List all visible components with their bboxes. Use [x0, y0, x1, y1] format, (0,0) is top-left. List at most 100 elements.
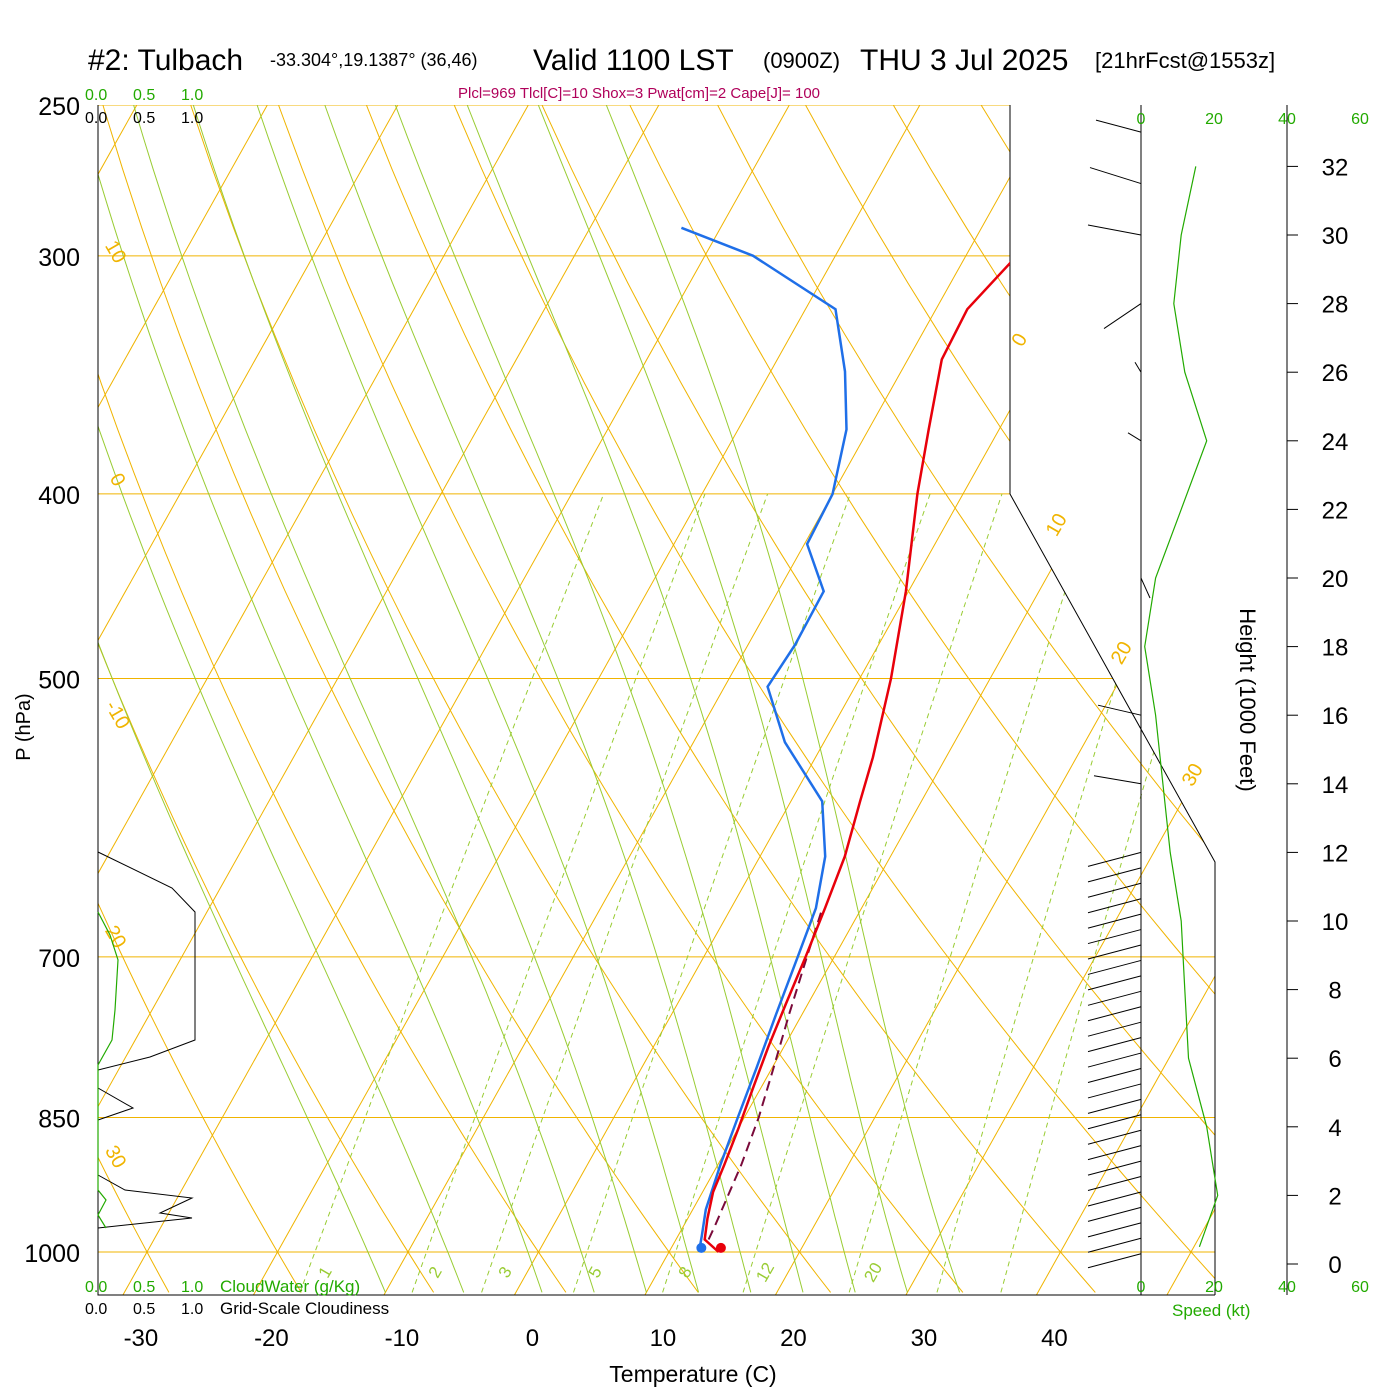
wind-barb	[1087, 975, 1142, 991]
isotherm-line	[98, 105, 660, 1295]
height-tick-label: 12	[1322, 840, 1349, 867]
y-axis-label: P (hPa)	[13, 693, 35, 760]
moist-adiabat	[98, 105, 465, 1293]
height-tick-label: 14	[1322, 772, 1349, 799]
forecast-run: [21hrFcst@1553z]	[1095, 48, 1275, 73]
x-axis-label: Temperature (C)	[609, 1361, 776, 1387]
wind-barb	[1087, 1021, 1142, 1037]
height-tick-label: 24	[1322, 429, 1349, 456]
height-tick-label: 2	[1328, 1183, 1341, 1210]
mixing-ratio-line	[662, 493, 931, 1293]
dry-adiabat	[892, 105, 1215, 1293]
mixing-ratio-line	[1000, 493, 1215, 1293]
dry-adiabat	[805, 105, 1215, 1293]
temperature-tick-label: 40	[1041, 1325, 1068, 1352]
isotherm-line	[0, 105, 6, 1295]
mixing-ratio-line	[481, 493, 769, 1293]
height-axis-label: Height (1000 Feet)	[1235, 608, 1260, 791]
dry-adiabat	[453, 105, 1215, 1293]
temperature-tick-label: 20	[780, 1325, 807, 1352]
station-coords: -33.304°,19.1387° (36,46)	[270, 50, 478, 70]
height-tick-label: 22	[1322, 497, 1349, 524]
temperature-profile-line	[703, 149, 1127, 1253]
dry-adiabat	[541, 105, 1215, 1293]
cloudiness-scale-bottom-0: 0.0	[85, 1301, 107, 1318]
sounding-indices: Plcl=969 Tlcl[C]=10 Shox=3 Pwat[cm]=2 Ca…	[458, 85, 820, 102]
mixing-ratio-label: 3	[495, 1263, 516, 1281]
isotherm-line	[122, 105, 790, 1295]
wind-barb	[1087, 1052, 1142, 1068]
wind-barb	[1087, 1253, 1142, 1269]
cloudiness-scale-bottom-2: 1.0	[181, 1301, 203, 1318]
wind-barb	[1087, 882, 1142, 898]
wind-barb	[1087, 851, 1142, 867]
isotherm-label: 20	[1107, 638, 1137, 668]
plot-frame	[97, 105, 1215, 1296]
surface-dewpoint-marker	[696, 1242, 707, 1253]
dry-adiabat	[98, 105, 567, 1293]
moist-adiabat	[466, 105, 856, 1293]
forecast-date: THU 3 Jul 2025	[860, 44, 1068, 77]
wind-barb	[1103, 303, 1142, 330]
cloudwater-scale-bottom-0: 0.0	[85, 1279, 107, 1296]
moist-adiabat	[98, 105, 386, 1293]
isotherm-line	[1035, 105, 1215, 1295]
isotherm-label: 0	[105, 470, 130, 491]
wind-speed-profile-line	[1144, 166, 1219, 1248]
isotherm-line	[1297, 105, 1400, 1295]
moist-adiabat	[192, 105, 647, 1293]
wind-barb	[1095, 119, 1142, 133]
height-tick-label: 0	[1328, 1252, 1341, 1279]
height-tick-label: 10	[1322, 909, 1349, 936]
height-tick-label: 32	[1322, 154, 1349, 181]
isotherm-label: 10	[1042, 510, 1072, 540]
valid-time: Valid 1100 LST	[533, 44, 734, 77]
cloudiness-scale-top-1: 0.5	[133, 110, 155, 127]
cloudwater-scale-top-0: 0.0	[85, 87, 107, 104]
mixing-ratio-label: 20	[860, 1259, 886, 1285]
height-tick-label: 28	[1322, 292, 1349, 319]
isotherm-line	[383, 105, 1051, 1295]
mixing-ratio-line	[299, 493, 605, 1293]
wind-barb	[1087, 990, 1142, 1006]
surface-temperature-marker	[715, 1242, 726, 1253]
wind-barb	[1134, 361, 1142, 373]
isotherm-label: 0	[1007, 330, 1032, 351]
wind-barb	[1093, 775, 1142, 785]
isotherm-label: -10	[100, 697, 134, 733]
speed-tick-bottom-40: 40	[1278, 1279, 1296, 1296]
wind-barb	[1087, 1006, 1142, 1022]
height-tick-label: 16	[1322, 703, 1349, 730]
dry-adiabat	[190, 105, 831, 1293]
dry-adiabat	[278, 105, 964, 1293]
mixing-ratio-line	[936, 493, 1175, 1293]
dry-adiabat	[1068, 105, 1215, 1293]
dry-adiabat	[365, 105, 1096, 1293]
wind-barb	[1087, 944, 1142, 960]
cloudiness-scale-top-2: 1.0	[181, 110, 203, 127]
cloudwater-scale-bottom-2: 1.0	[181, 1279, 203, 1296]
isotherm-line	[98, 105, 399, 1295]
thermodynamic-guide-lines	[0, 105, 1400, 1295]
wind-barb	[1087, 1206, 1142, 1222]
pressure-tick-label-250: 250	[38, 93, 80, 121]
temperature-tick-label: -30	[124, 1325, 159, 1352]
dry-adiabat	[98, 105, 170, 1293]
speed-tick-top-20: 20	[1205, 111, 1223, 128]
wind-barb	[1087, 1191, 1142, 1207]
zulu-time: (0900Z)	[763, 48, 840, 73]
wind-barb	[1140, 577, 1151, 599]
pressure-tick-label-500: 500	[38, 666, 80, 694]
cloudiness-scale-top-0: 0.0	[85, 110, 107, 127]
wind-barb	[1089, 167, 1142, 185]
pressure-tick-label-400: 400	[38, 482, 80, 510]
wind-barb	[1127, 432, 1142, 442]
dry-adiabat	[98, 105, 435, 1293]
dry-adiabat	[629, 105, 1215, 1293]
station-title: #2: Tulbach	[88, 44, 243, 77]
isotherm-line	[513, 105, 1182, 1295]
height-tick-label: 4	[1328, 1115, 1341, 1142]
speed-tick-top-40: 40	[1278, 111, 1296, 128]
dry-adiabat	[102, 105, 699, 1293]
